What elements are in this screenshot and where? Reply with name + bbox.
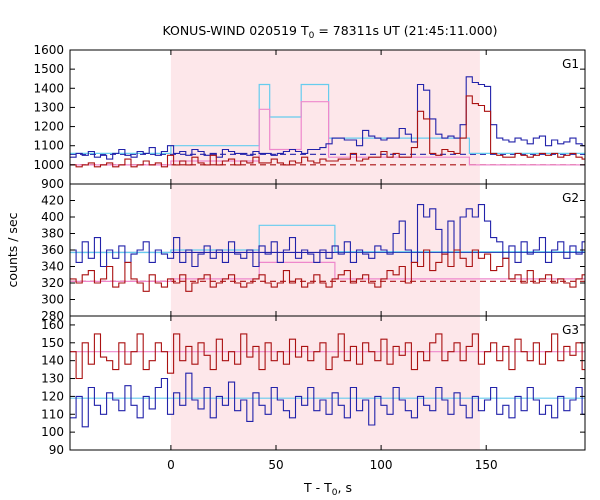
x-axis-label: T - T0, s xyxy=(303,480,352,498)
y-tick-label: 120 xyxy=(41,389,64,403)
panel-label: G1 xyxy=(562,57,579,71)
series-red-g2 xyxy=(70,249,585,292)
series-red-g3 xyxy=(70,333,585,380)
y-tick-label: 160 xyxy=(41,318,64,332)
model-fit-cyan xyxy=(70,224,585,254)
x-tick-label: 50 xyxy=(268,458,283,472)
panel-frame xyxy=(69,315,586,451)
chart-title: KONUS-WIND 020519 T0 = 78311s UT (21:45:… xyxy=(162,23,497,41)
plot-area-g1 xyxy=(70,76,585,168)
y-tick-label: 1200 xyxy=(33,120,64,134)
series-red-g1 xyxy=(70,95,585,168)
y-tick-label: 360 xyxy=(41,243,64,257)
y-tick-label: 340 xyxy=(41,260,64,274)
shaded-interval xyxy=(170,316,480,450)
y-tick-label: 1100 xyxy=(33,139,64,153)
series-blue-g2 xyxy=(70,204,585,268)
plot-area-g3 xyxy=(70,333,585,428)
chart-title-rest: = 78311s UT (21:45:11.000) xyxy=(314,23,497,38)
y-tick-label: 420 xyxy=(41,194,64,208)
x-axis-label-subscript: 0 xyxy=(332,488,338,498)
x-axis-label-rest: , s xyxy=(338,480,352,495)
panel-label: G3 xyxy=(562,323,579,337)
shaded-interval xyxy=(170,50,480,184)
y-tick-label: 110 xyxy=(41,407,64,421)
y-tick-label: 280 xyxy=(41,309,64,323)
panel-g3: 90 100 110 120 130 140 150 160 G3 xyxy=(41,315,586,457)
y-tick-label: 380 xyxy=(41,227,64,241)
x-tick-label: 100 xyxy=(370,458,393,472)
model-fit-pink xyxy=(70,261,585,282)
panel-g2: 280 300 320 340 360 380 400 420 G2 xyxy=(41,183,586,323)
series-blue-g1 xyxy=(70,76,585,160)
panel-label: G2 xyxy=(562,191,579,205)
y-tick-label: 90 xyxy=(49,443,64,457)
y-tick-label: 300 xyxy=(41,293,64,307)
y-tick-label: 400 xyxy=(41,210,64,224)
y-tick-label: 150 xyxy=(41,336,64,350)
y-tick-label: 320 xyxy=(41,276,64,290)
y-tick-label: 900 xyxy=(41,177,64,191)
y-tick-label: 100 xyxy=(41,425,64,439)
y-tick-label: 1300 xyxy=(33,100,64,114)
x-tick-label: 150 xyxy=(475,458,498,472)
y-tick-label: 1400 xyxy=(33,81,64,95)
y-tick-label: 1600 xyxy=(33,43,64,57)
y-tick-label: 130 xyxy=(41,372,64,386)
y-axis-label: counts / sec xyxy=(5,212,20,287)
panel-g1: 900 1000 1100 1200 1300 1400 1500 1600 G1 xyxy=(33,43,586,191)
plot-area-g2 xyxy=(70,204,585,292)
series-blue-g3 xyxy=(70,372,585,428)
x-tick-labels: 0 50 100 150 xyxy=(167,458,498,472)
y-tick-label: 1500 xyxy=(33,62,64,76)
y-tick-label: 1000 xyxy=(33,158,64,172)
x-tick-label: 0 xyxy=(167,458,175,472)
chart-title-subscript: 0 xyxy=(309,31,315,41)
y-tick-label: 140 xyxy=(41,354,64,368)
